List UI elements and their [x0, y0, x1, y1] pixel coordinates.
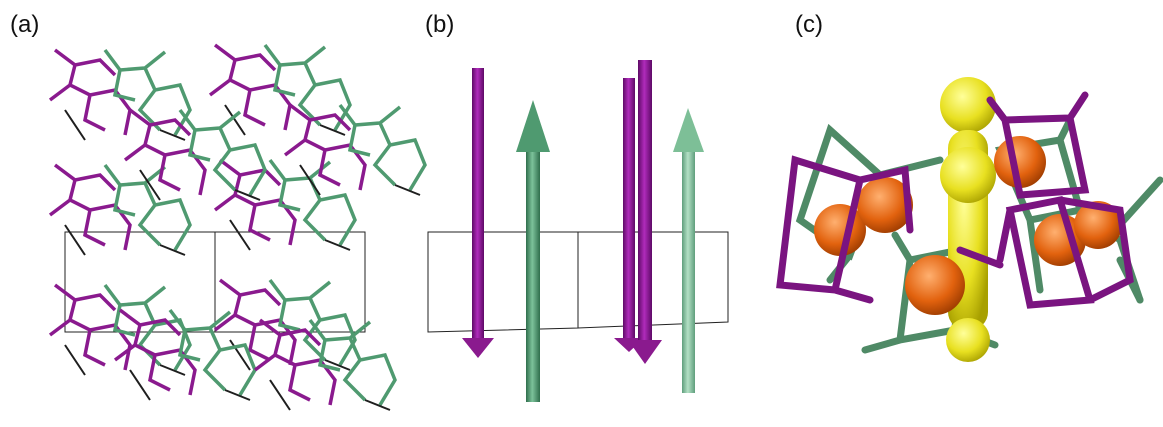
panel-label: (b) [425, 11, 454, 38]
dipole-arrows [428, 60, 728, 402]
figure: (a) (b) (c) [0, 0, 1163, 427]
molecular-cage [780, 77, 1160, 362]
panel-label: (a) [10, 11, 39, 38]
crystal-packing [50, 45, 425, 410]
panel-label: (c) [795, 11, 823, 38]
